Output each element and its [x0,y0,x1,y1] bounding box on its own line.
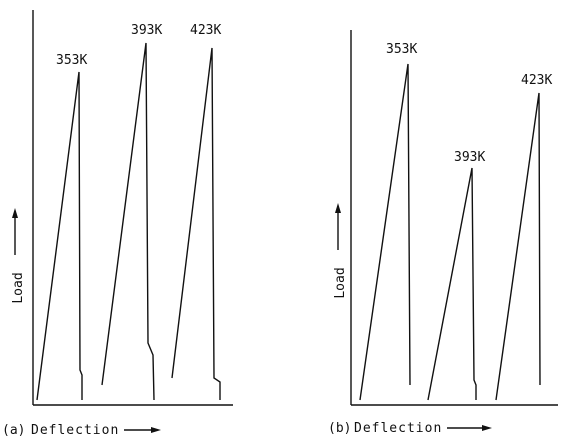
panel-a-curve-423k [171,47,221,400]
panel-a-label-423k: 423K [190,23,221,38]
panel-a-ylabel-arrowhead [12,208,18,218]
panel-a-xlabel-arrowhead [151,427,161,433]
panel-b-ylabel: Load [333,267,348,298]
panel-a-label-393k: 393K [131,23,162,38]
panel-a-curve-353k [36,71,83,401]
panel-b-curve-423k [495,92,541,401]
panel-a: Load (a) Deflection 353K 393K 423K [2,10,233,438]
panel-b-label-423k: 423K [521,73,552,88]
panel-b-ylabel-arrowhead [335,203,341,213]
panel-b-label-353k: 353K [386,42,417,57]
panel-b-xlabel: Deflection [354,421,442,436]
panel-b: Load (b) Deflection 353K 393K 423K [328,30,558,436]
panel-a-label: (a) [2,423,25,438]
panel-b-label-393k: 393K [454,150,485,165]
panel-a-label-353k: 353K [56,53,87,68]
panel-b-curve-353k [359,63,411,401]
panel-a-curve-393k [101,42,155,401]
panel-a-ylabel: Load [11,272,26,303]
panel-b-xlabel-arrowhead [482,425,492,431]
panel-a-xlabel: Deflection [31,423,119,438]
panel-b-label: (b) [328,421,351,436]
panel-b-curve-393k [427,167,477,401]
